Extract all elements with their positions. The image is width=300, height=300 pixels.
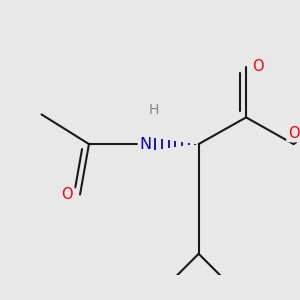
Text: O: O [61,187,73,202]
Text: O: O [252,59,264,74]
Text: N: N [139,136,152,152]
Text: O: O [288,126,299,141]
Text: H: H [149,103,159,117]
